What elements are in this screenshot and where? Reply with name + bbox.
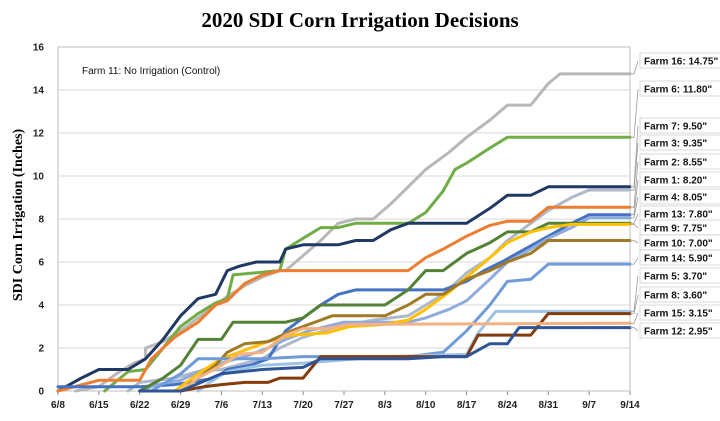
y-tick-label: 4 [38,301,44,312]
series-lines [56,72,632,393]
legend-label-farm-9: Farm 9: 7.75" [644,224,707,235]
y-tick-label: 6 [38,258,44,269]
x-tick-label: 7/6 [214,400,228,411]
series-line-farm-15 [179,321,632,393]
legend-leader-line [630,257,639,265]
legend-box [639,304,720,321]
legend-leader-line [630,88,639,138]
gridlines [58,46,630,392]
y-tick-label: 16 [33,43,45,54]
legend-label-farm-8: Farm 8: 3.60" [644,291,707,302]
series-line-farm-13 [138,221,632,393]
legend-leader-line [630,142,639,191]
series-line-farm-2 [56,205,632,393]
y-tick-label: 14 [33,86,45,97]
legend-label-farm-1: Farm 1: 8.20" [644,176,707,187]
legend-label-farm-6: Farm 6: 11.80" [644,85,712,96]
x-tick-label: 8/31 [539,400,559,411]
legend-leader-line [630,240,639,244]
control-annotation: Farm 11: No Irrigation (Control) [82,66,220,77]
series-line-farm-14 [149,262,632,393]
x-tick-label: 8/3 [378,400,392,411]
x-tick-label: 6/8 [51,400,65,411]
legend-box [639,188,720,205]
series-line-farm-10 [179,239,632,393]
series-line-farm-16 [74,72,632,393]
y-tick-label: 8 [38,215,44,226]
legend-box [639,286,720,303]
legend-box [639,267,720,284]
x-tick-label: 7/20 [293,400,313,411]
legend-box [639,134,720,151]
legend-leader-line [630,60,639,75]
y-axis-ticks: 0 2 4 6 8 10 12 14 16 [33,43,45,398]
series-line-farm-9 [173,222,632,393]
y-tick-label: 12 [33,129,45,140]
legend-leader-line [630,294,639,315]
legend-label-farm-10: Farm 10: 7.00" [644,239,713,250]
legend-box [639,171,720,188]
legend-label-farm-4: Farm 4: 8.05" [644,193,707,204]
legend-box [639,80,720,97]
y-tick-label: 0 [38,387,44,398]
x-tick-label: 6/29 [171,400,191,411]
legend-leader-line [630,213,639,224]
series-line-farm-6 [103,135,632,393]
legend-leader-line [630,179,639,216]
legend-label-farm-15: Farm 15: 3.15" [644,309,713,320]
series-line-farm-8 [179,312,632,393]
legend-box [639,153,720,170]
x-tick-label: 7/13 [253,400,273,411]
legend-leader-line [630,327,639,332]
x-tick-label: 8/17 [457,400,477,411]
legend-label-farm-12: Farm 12: 2.95" [644,327,713,338]
y-tick-label: 10 [33,172,45,183]
x-tick-label: 9/7 [582,400,596,411]
legend-leader-line [630,312,639,324]
legend: Farm 16: 14.75" Farm 6: 11.80" Farm 7: 9.5… [630,52,720,339]
legend-label-farm-2: Farm 2: 8.55" [644,158,707,169]
x-tick-label: 8/24 [498,400,518,411]
legend-box [639,322,720,339]
legend-leader-line [630,223,639,229]
y-tick-label: 2 [38,344,44,355]
legend-leader-line [630,161,639,208]
legend-leader-line [630,196,639,219]
x-tick-label: 8/10 [416,400,436,411]
x-tick-label: 6/22 [130,400,150,411]
legend-label-farm-5: Farm 5: 3.70" [644,272,707,283]
x-tick-label: 9/14 [620,400,640,411]
legend-box [639,249,720,266]
x-tick-label: 6/15 [89,400,109,411]
legend-label-farm-14: Farm 14: 5.90" [644,254,713,265]
legend-label-farm-16: Farm 16: 14.75" [644,57,718,68]
x-axis-ticks: 6/8 6/15 6/22 6/29 7/6 7/13 7/20 7/27 8/3 8/10 8/1… [51,391,640,411]
chart-title: 2020 SDI Corn Irrigation Decisions [201,8,518,32]
legend-box [639,117,720,134]
legend-box [639,52,720,69]
series-line-farm-7 [56,185,632,393]
legend-label-farm-7: Farm 7: 9.50" [644,122,707,133]
series-line-farm-12 [138,326,632,393]
legend-label-farm-3: Farm 3: 9.35" [644,139,707,150]
legend-label-farm-13: Farm 13: 7.80" [644,210,713,221]
legend-leader-line [630,275,639,312]
y-axis-label: SDI Corn Irrigation (Inches) [11,129,26,302]
x-tick-label: 7/27 [334,400,354,411]
